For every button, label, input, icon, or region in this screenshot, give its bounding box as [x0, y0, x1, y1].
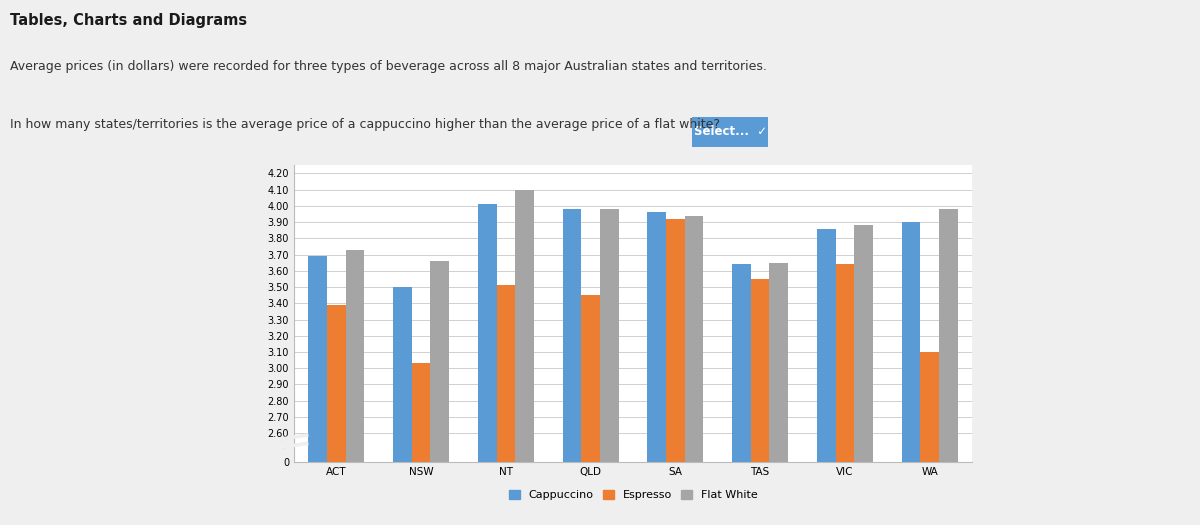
Bar — [901, 0, 920, 462]
Bar — [346, 0, 365, 462]
Bar — [666, 219, 685, 525]
Bar — [515, 0, 534, 462]
Bar — [346, 250, 365, 525]
Bar — [600, 0, 618, 462]
Bar — [328, 0, 346, 462]
Bar — [328, 305, 346, 525]
Bar — [394, 287, 412, 525]
Bar — [854, 225, 872, 525]
Bar — [431, 261, 449, 525]
Bar — [732, 265, 751, 525]
Bar — [581, 0, 600, 462]
Bar — [563, 209, 581, 525]
Bar — [817, 229, 835, 525]
Text: Select...  ✓: Select... ✓ — [694, 125, 767, 138]
Text: In how many states/territories is the average price of a cappuccino higher than : In how many states/territories is the av… — [10, 118, 720, 131]
Bar — [600, 209, 618, 525]
Legend: Cappuccino, Espresso, Flat White: Cappuccino, Espresso, Flat White — [504, 485, 762, 505]
Bar — [308, 0, 328, 462]
Bar — [497, 0, 515, 462]
Bar — [666, 0, 685, 462]
Bar — [835, 0, 854, 462]
Bar — [412, 363, 431, 525]
Bar — [835, 265, 854, 525]
Bar — [478, 0, 497, 462]
Bar — [478, 204, 497, 525]
Bar — [515, 190, 534, 525]
Bar — [685, 0, 703, 462]
Bar — [563, 0, 581, 462]
Bar — [412, 43, 431, 462]
Bar — [581, 295, 600, 525]
Bar — [497, 286, 515, 525]
Bar — [751, 0, 769, 462]
Bar — [732, 0, 751, 462]
Bar — [854, 0, 872, 462]
Bar — [431, 0, 449, 462]
Bar — [769, 0, 788, 462]
Bar — [751, 279, 769, 525]
Bar — [685, 216, 703, 525]
Bar — [920, 352, 938, 525]
Bar — [648, 213, 666, 525]
Bar — [901, 222, 920, 525]
Bar — [938, 0, 958, 462]
Bar — [920, 33, 938, 462]
Text: Average prices (in dollars) were recorded for three types of beverage across all: Average prices (in dollars) were recorde… — [10, 60, 767, 74]
Bar — [648, 0, 666, 462]
Bar — [769, 262, 788, 525]
Bar — [938, 209, 958, 525]
Bar — [817, 0, 835, 462]
Text: Tables, Charts and Diagrams: Tables, Charts and Diagrams — [10, 13, 247, 28]
Bar — [394, 0, 412, 462]
Bar — [308, 256, 328, 525]
